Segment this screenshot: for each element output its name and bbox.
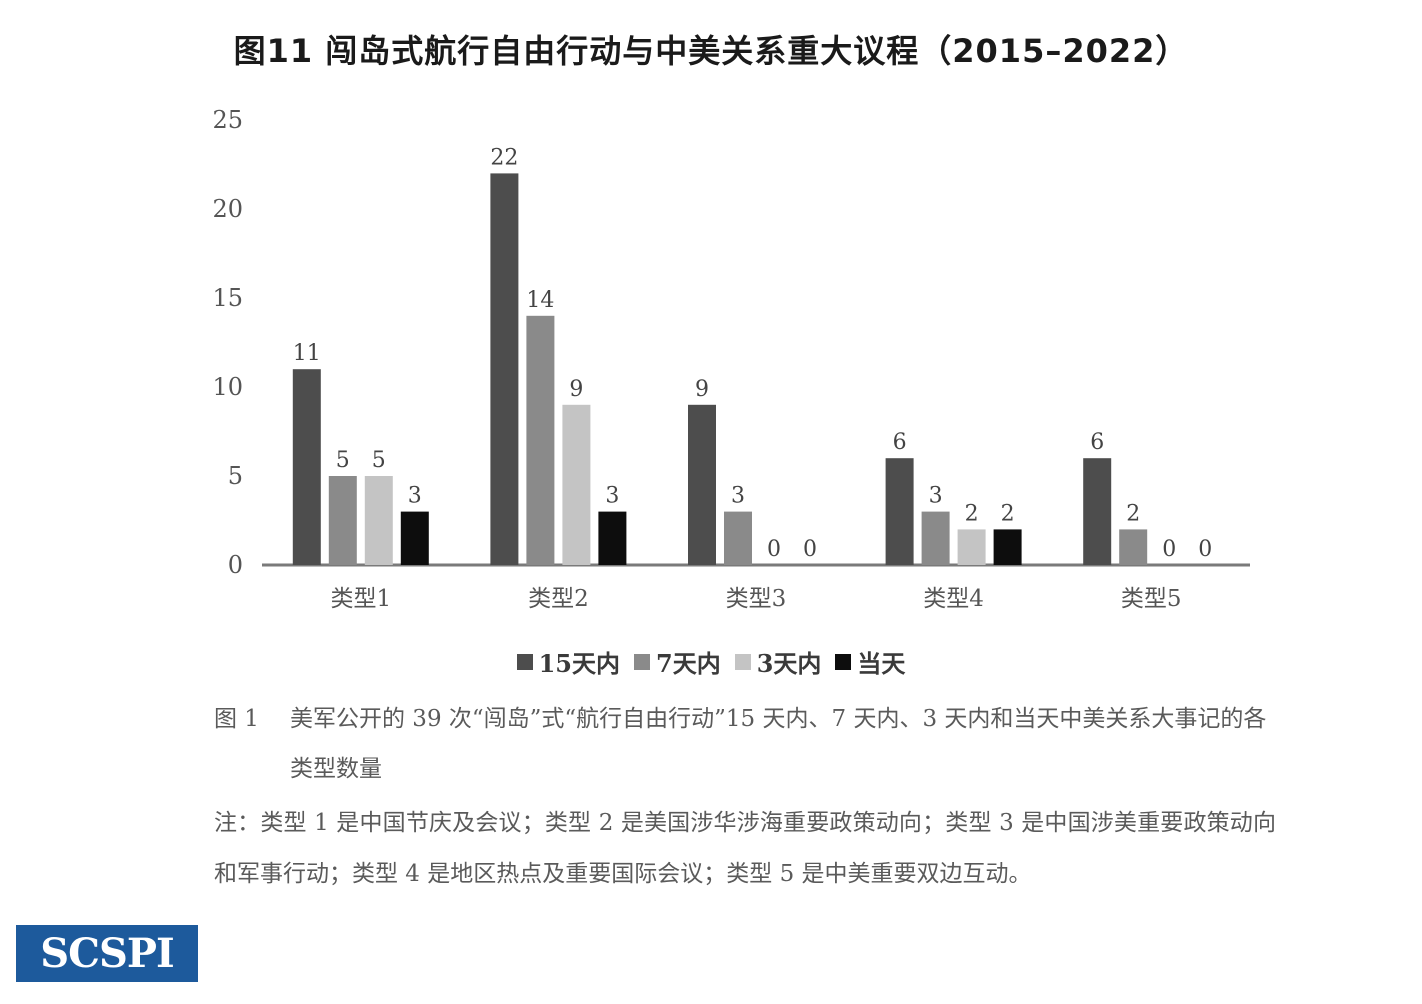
legend-label-7days: 7天内 xyxy=(656,649,721,678)
data-label: 3 xyxy=(731,484,745,509)
data-label: 22 xyxy=(490,145,518,170)
data-label: 0 xyxy=(1198,537,1212,562)
data-label: 6 xyxy=(1090,430,1104,455)
caption-text: 美军公开的 39 次“闯岛”式“航行自由行动”15 天内、7 天内、3 天内和当… xyxy=(290,706,1267,782)
bar xyxy=(688,404,716,565)
data-label: 2 xyxy=(965,501,979,526)
bar xyxy=(562,404,591,565)
legend-swatch-7days xyxy=(634,653,650,670)
chart-legend: 15天内 7天内 3天内 当天 xyxy=(0,644,1422,679)
bar xyxy=(328,476,357,565)
scspi-logo: SCSPI xyxy=(16,925,198,982)
bar xyxy=(400,511,429,565)
legend-label-15days: 15天内 xyxy=(538,649,620,678)
y-tick-label: 10 xyxy=(212,373,243,401)
bar xyxy=(292,369,321,565)
data-label: 3 xyxy=(408,484,422,509)
data-label: 6 xyxy=(893,430,907,455)
x-category-label: 类型3 xyxy=(726,586,787,612)
page-title: 图11 闯岛式航行自由行动与中美关系重大议程（2015–2022） xyxy=(233,32,1189,70)
figure-note: 注：类型 1 是中国节庆及会议；类型 2 是美国涉华涉海重要政策动向；类型 3 … xyxy=(214,810,1276,887)
legend-item-15days: 15天内 xyxy=(516,644,620,679)
y-tick-label: 0 xyxy=(228,551,243,579)
legend-swatch-same-day xyxy=(835,653,852,670)
data-label: 5 xyxy=(336,448,350,473)
legend-label-same-day: 当天 xyxy=(857,649,906,678)
bar xyxy=(993,529,1022,565)
data-label: 9 xyxy=(569,377,583,402)
data-label: 11 xyxy=(293,341,321,366)
data-label: 0 xyxy=(1162,537,1176,562)
legend-item-3days: 3天内 xyxy=(734,644,822,679)
data-label: 9 xyxy=(695,377,709,402)
bar xyxy=(364,476,393,565)
bar xyxy=(885,458,914,565)
data-label: 2 xyxy=(1001,501,1015,526)
legend-swatch-15days xyxy=(516,653,533,670)
bar xyxy=(1119,529,1148,565)
legend-item-same-day: 当天 xyxy=(835,644,905,679)
bar xyxy=(598,511,627,565)
x-category-label: 类型1 xyxy=(330,586,391,612)
bar xyxy=(490,173,519,565)
data-label: 3 xyxy=(605,484,619,509)
data-label: 0 xyxy=(803,537,817,562)
data-label: 14 xyxy=(526,288,554,313)
legend-item-7days: 7天内 xyxy=(634,644,721,679)
caption-label: 图 1 xyxy=(214,706,259,732)
bar xyxy=(921,511,950,565)
x-category-label: 类型2 xyxy=(528,586,589,612)
y-tick-label: 25 xyxy=(212,106,243,134)
bar xyxy=(1083,458,1112,565)
bar xyxy=(526,315,555,565)
legend-label-3days: 3天内 xyxy=(756,649,822,678)
bar xyxy=(957,529,986,565)
y-tick-label: 20 xyxy=(212,195,243,223)
y-tick-label: 5 xyxy=(228,462,243,490)
y-tick-label: 15 xyxy=(212,284,243,312)
data-label: 5 xyxy=(372,448,386,473)
x-category-label: 类型5 xyxy=(1121,586,1182,612)
data-label: 2 xyxy=(1126,501,1140,526)
legend-swatch-3days xyxy=(734,653,751,670)
data-label: 0 xyxy=(767,537,781,562)
figure-caption: 图 1 美军公开的 39 次“闯岛”式“航行自由行动”15 天内、7 天内、3 … xyxy=(214,694,1279,794)
data-label: 3 xyxy=(929,484,943,509)
bar xyxy=(724,511,752,565)
x-category-label: 类型4 xyxy=(923,586,984,612)
